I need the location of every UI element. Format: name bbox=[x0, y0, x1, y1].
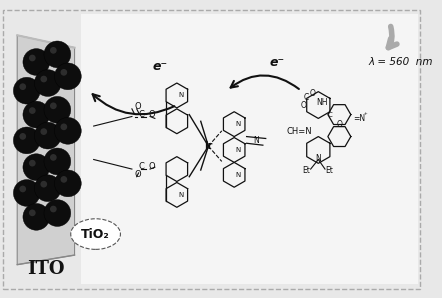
Text: C: C bbox=[139, 162, 145, 171]
Circle shape bbox=[40, 76, 47, 82]
Text: NH: NH bbox=[316, 98, 328, 107]
Circle shape bbox=[29, 55, 36, 61]
Circle shape bbox=[61, 176, 67, 183]
Circle shape bbox=[34, 122, 61, 149]
Circle shape bbox=[29, 160, 36, 167]
Circle shape bbox=[40, 181, 47, 187]
Circle shape bbox=[61, 69, 67, 76]
Text: C: C bbox=[303, 93, 309, 102]
Text: O: O bbox=[135, 102, 141, 111]
Circle shape bbox=[23, 154, 50, 181]
Circle shape bbox=[50, 206, 57, 212]
Text: O: O bbox=[301, 101, 307, 110]
Text: ⁺: ⁺ bbox=[363, 114, 367, 119]
Text: Et: Et bbox=[325, 166, 333, 175]
Circle shape bbox=[44, 97, 71, 123]
Text: N: N bbox=[236, 172, 240, 178]
Circle shape bbox=[54, 117, 81, 144]
Text: O: O bbox=[148, 109, 155, 119]
Circle shape bbox=[54, 63, 81, 90]
Ellipse shape bbox=[71, 219, 120, 249]
Circle shape bbox=[44, 200, 71, 226]
Circle shape bbox=[50, 103, 57, 109]
Text: =N: =N bbox=[354, 114, 366, 123]
Text: O: O bbox=[135, 170, 141, 179]
Text: e⁻: e⁻ bbox=[153, 60, 168, 73]
Circle shape bbox=[61, 123, 67, 130]
Text: O: O bbox=[310, 89, 316, 98]
Circle shape bbox=[13, 127, 40, 154]
FancyBboxPatch shape bbox=[81, 14, 418, 284]
Polygon shape bbox=[17, 35, 75, 265]
Circle shape bbox=[23, 49, 50, 75]
Circle shape bbox=[29, 209, 36, 216]
Text: Ir: Ir bbox=[204, 141, 213, 151]
Text: C: C bbox=[328, 111, 332, 118]
Circle shape bbox=[34, 175, 61, 201]
Text: N: N bbox=[236, 147, 240, 153]
Text: N: N bbox=[178, 92, 183, 98]
Circle shape bbox=[23, 204, 50, 230]
Text: O: O bbox=[148, 162, 155, 171]
Circle shape bbox=[44, 148, 71, 175]
Text: N: N bbox=[236, 121, 240, 127]
Text: Et: Et bbox=[302, 166, 310, 175]
Circle shape bbox=[19, 83, 26, 90]
Text: C: C bbox=[139, 109, 145, 119]
Text: O: O bbox=[336, 120, 342, 129]
Circle shape bbox=[50, 47, 57, 54]
Circle shape bbox=[19, 186, 26, 192]
Circle shape bbox=[54, 170, 81, 197]
Circle shape bbox=[40, 128, 47, 135]
FancyArrowPatch shape bbox=[389, 27, 397, 48]
Text: N: N bbox=[316, 154, 321, 163]
FancyBboxPatch shape bbox=[3, 10, 419, 288]
Circle shape bbox=[44, 41, 71, 68]
Text: e⁻: e⁻ bbox=[270, 55, 285, 69]
Circle shape bbox=[50, 154, 57, 161]
Text: TiO₂: TiO₂ bbox=[81, 228, 110, 240]
Text: λ = 560  nm: λ = 560 nm bbox=[368, 57, 433, 67]
Circle shape bbox=[19, 133, 26, 140]
Circle shape bbox=[13, 180, 40, 206]
Circle shape bbox=[29, 107, 36, 114]
Circle shape bbox=[23, 101, 50, 128]
Text: N: N bbox=[178, 192, 183, 198]
Circle shape bbox=[34, 70, 61, 97]
Text: ITO: ITO bbox=[27, 260, 64, 278]
Text: N: N bbox=[253, 136, 259, 145]
Circle shape bbox=[13, 77, 40, 104]
Text: CH=N: CH=N bbox=[287, 127, 312, 136]
